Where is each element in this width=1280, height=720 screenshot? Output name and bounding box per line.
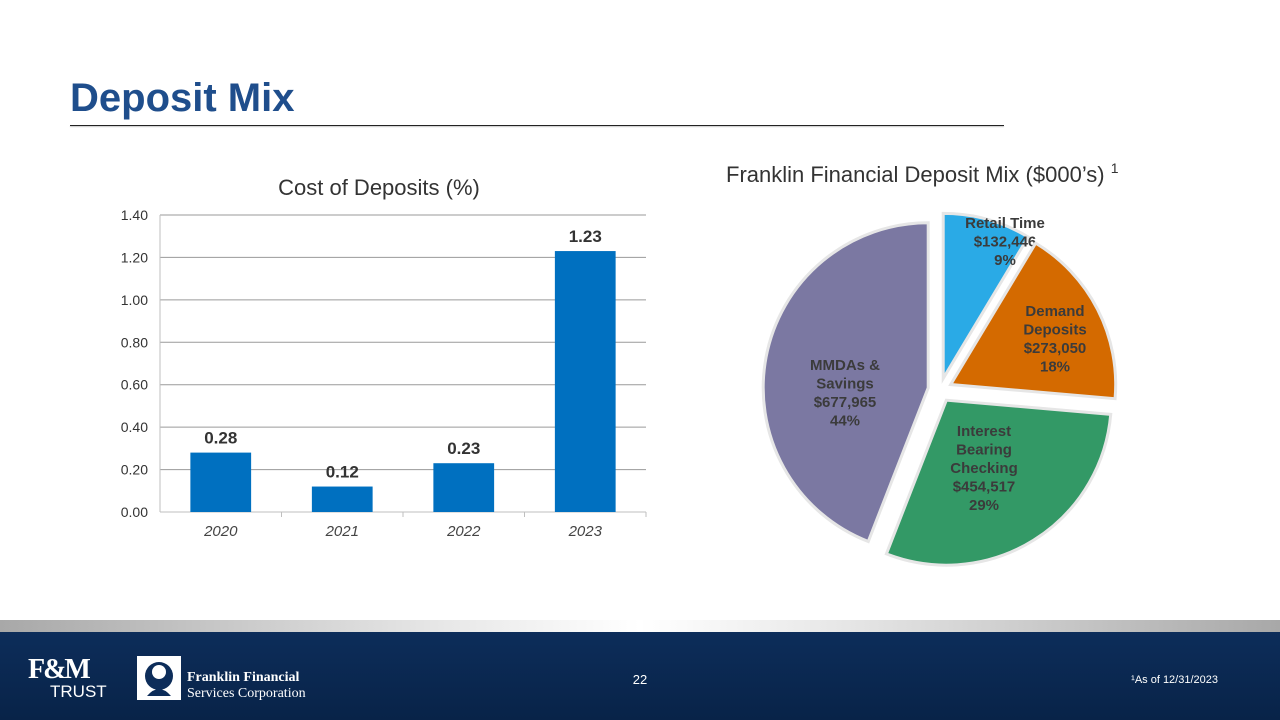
bar-data-label: 0.28 [204, 429, 237, 448]
bar-2021 [311, 486, 373, 512]
y-tick-label: 0.60 [121, 377, 148, 393]
pie-slice-demand-deposits [948, 241, 1118, 401]
bar-data-label: 0.12 [326, 463, 359, 482]
fm-logo-mark: F&M [28, 654, 91, 685]
pie-slice-interest-bearing-checking [884, 398, 1113, 567]
charts-canvas: 0.00 0.20 0.40 0.60 0.80 1.00 1.20 1.40 0.28 2020… [121, 207, 1118, 567]
franklin-emblem-icon [137, 656, 181, 700]
pie-chart-title: Franklin Financial Deposit Mix ($000’s) … [726, 160, 1119, 188]
pie-chart-title-footnote-mark: 1 [1110, 160, 1119, 176]
y-tick-label: 0.20 [121, 462, 148, 478]
bar-chart: 0.00 0.20 0.40 0.60 0.80 1.00 1.20 1.40 0.28 2020… [121, 207, 647, 540]
page-number: 22 [632, 672, 648, 687]
bar-data-label: 0.23 [447, 439, 480, 458]
footer-stripe [0, 620, 1280, 632]
slide-title: Deposit Mix [70, 76, 295, 120]
x-tick-label: 2021 [325, 523, 359, 540]
y-tick-label: 1.20 [121, 249, 148, 265]
y-tick-label: 0.80 [121, 334, 148, 350]
bar-data-label: 1.23 [569, 227, 602, 246]
pie-chart: Retail Time $132,446 9% Demand Deposits $273,… [761, 211, 1118, 567]
ff-name-line1: Franklin Financial [187, 670, 300, 685]
pie-slice-label: Interest Bearing Checking $454,517 29% [950, 423, 1018, 514]
bar-2023 [554, 251, 616, 513]
bar-2020 [190, 452, 252, 512]
fm-trust-logo: F&M TRUST [28, 654, 110, 701]
pie-slice-mmdas-savings [761, 221, 930, 544]
y-tick-label: 1.40 [121, 207, 148, 223]
x-tick-label: 2020 [203, 523, 238, 540]
pie-slice-label: MMDAs & Savings $677,965 44% [810, 357, 880, 430]
bar-2022 [433, 463, 495, 512]
footer: F&M TRUST Franklin Financial Services Co… [0, 632, 1280, 720]
y-tick-label: 1.00 [121, 292, 148, 308]
pie-slice-label: Retail Time $132,446 9% [965, 215, 1045, 269]
bar-chart-title: Cost of Deposits (%) [278, 175, 480, 200]
x-tick-label: 2022 [446, 523, 481, 540]
title-divider [70, 125, 1004, 126]
ff-name-line2: Services Corporation [187, 686, 306, 701]
franklin-financial-name: Franklin Financial Services Corporation [187, 670, 306, 702]
footnote: ¹As of 12/31/2023 [1131, 674, 1218, 686]
y-tick-label: 0.40 [121, 419, 148, 435]
trust-logo-text: TRUST [50, 682, 107, 701]
pie-chart-title-text: Franklin Financial Deposit Mix ($000’s) [726, 162, 1105, 187]
y-tick-label: 0.00 [121, 504, 148, 520]
pie-slice-retail-time [941, 211, 1031, 384]
x-tick-label: 2023 [568, 523, 603, 540]
pie-slice-label: Demand Deposits $273,050 18% [1023, 303, 1086, 376]
